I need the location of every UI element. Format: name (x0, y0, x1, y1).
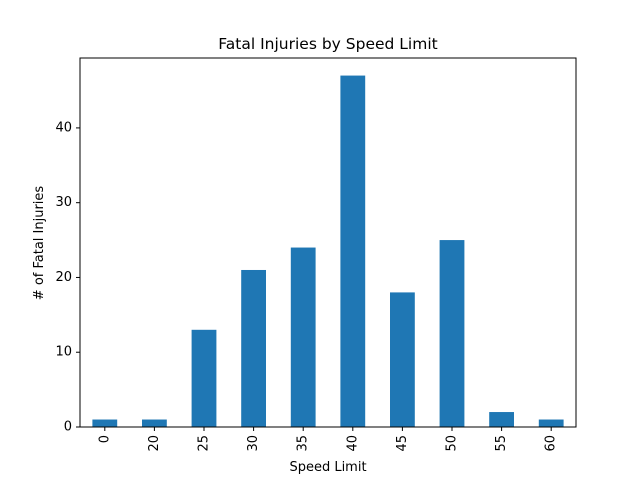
bar-20 (142, 419, 167, 427)
x-tick-label: 55 (494, 435, 509, 452)
x-tick-label: 40 (345, 435, 360, 452)
bar-30 (241, 269, 266, 427)
x-tick-label: 25 (197, 435, 212, 452)
x-tick-label: 45 (395, 435, 410, 452)
bar-60 (538, 419, 564, 427)
x-tick-label: 0 (97, 435, 112, 443)
bar-50 (439, 240, 465, 427)
bar-35 (290, 247, 316, 427)
plot-frame (79, 57, 577, 428)
y-tick-label: 20 (55, 270, 72, 285)
x-tick-label: 35 (296, 435, 311, 452)
y-axis: 0 10 20 30 40 (55, 120, 80, 435)
y-tick-label: 30 (55, 195, 72, 210)
bar-25 (191, 329, 217, 427)
bar-45 (390, 292, 415, 427)
y-tick-label: 40 (55, 120, 72, 135)
chart-title: Fatal Injuries by Speed Limit (218, 35, 437, 53)
bars-group (92, 75, 564, 428)
y-tick-label: 10 (55, 345, 72, 360)
y-tick-label: 0 (64, 420, 72, 435)
y-axis-label: # of Fatal Injuries (32, 186, 47, 301)
x-tick-label: 60 (544, 435, 559, 452)
x-tick-label: 50 (445, 435, 460, 452)
bar-40 (340, 75, 366, 428)
bar-0 (92, 419, 118, 427)
bar-55 (489, 412, 514, 427)
x-axis-label: Speed Limit (289, 460, 366, 475)
x-tick-label: 20 (147, 435, 162, 452)
x-axis: 0 20 25 30 35 40 45 50 55 60 (97, 427, 559, 452)
x-tick-label: 30 (246, 435, 261, 452)
